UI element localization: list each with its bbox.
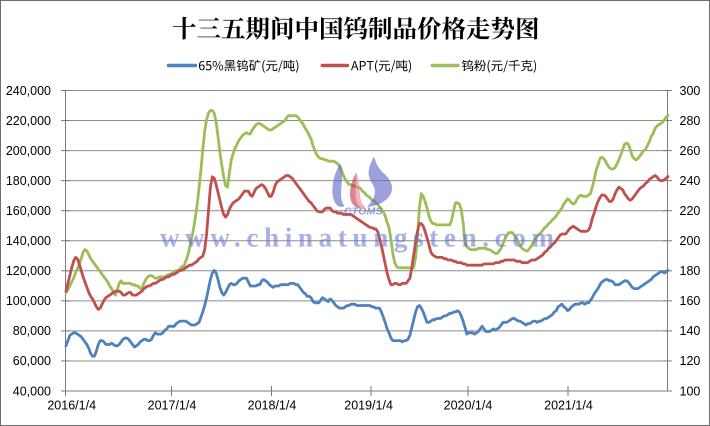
svg-text:120,000: 120,000: [6, 264, 51, 278]
svg-text:260: 260: [680, 144, 701, 158]
svg-text:2016/1/4: 2016/1/4: [47, 399, 96, 413]
svg-text:280: 280: [680, 114, 701, 128]
svg-text:220,000: 220,000: [6, 114, 51, 128]
svg-text:220: 220: [680, 204, 701, 218]
svg-text:300: 300: [680, 84, 701, 98]
svg-text:180: 180: [680, 264, 701, 278]
svg-text:60,000: 60,000: [13, 354, 51, 368]
svg-text:2020/1/4: 2020/1/4: [444, 399, 493, 413]
svg-text:180,000: 180,000: [6, 174, 51, 188]
svg-text:160,000: 160,000: [6, 204, 51, 218]
svg-text:2017/1/4: 2017/1/4: [148, 399, 197, 413]
svg-text:160: 160: [680, 294, 701, 308]
svg-text:CTOMS: CTOMS: [344, 205, 383, 217]
svg-text:200,000: 200,000: [6, 144, 51, 158]
svg-text:200: 200: [680, 234, 701, 248]
svg-text:100,000: 100,000: [6, 294, 51, 308]
svg-text:2019/1/4: 2019/1/4: [344, 399, 393, 413]
svg-text:240,000: 240,000: [6, 84, 51, 98]
svg-text:140: 140: [680, 324, 701, 338]
svg-text:www.chinatungsten.com: www.chinatungsten.com: [160, 223, 555, 253]
svg-text:80,000: 80,000: [13, 324, 51, 338]
svg-text:2018/1/4: 2018/1/4: [248, 399, 297, 413]
svg-text:140,000: 140,000: [6, 234, 51, 248]
svg-text:100: 100: [680, 384, 701, 398]
svg-text:120: 120: [680, 354, 701, 368]
svg-text:240: 240: [680, 174, 701, 188]
svg-text:2021/1/4: 2021/1/4: [544, 399, 593, 413]
svg-text:40,000: 40,000: [13, 384, 51, 398]
